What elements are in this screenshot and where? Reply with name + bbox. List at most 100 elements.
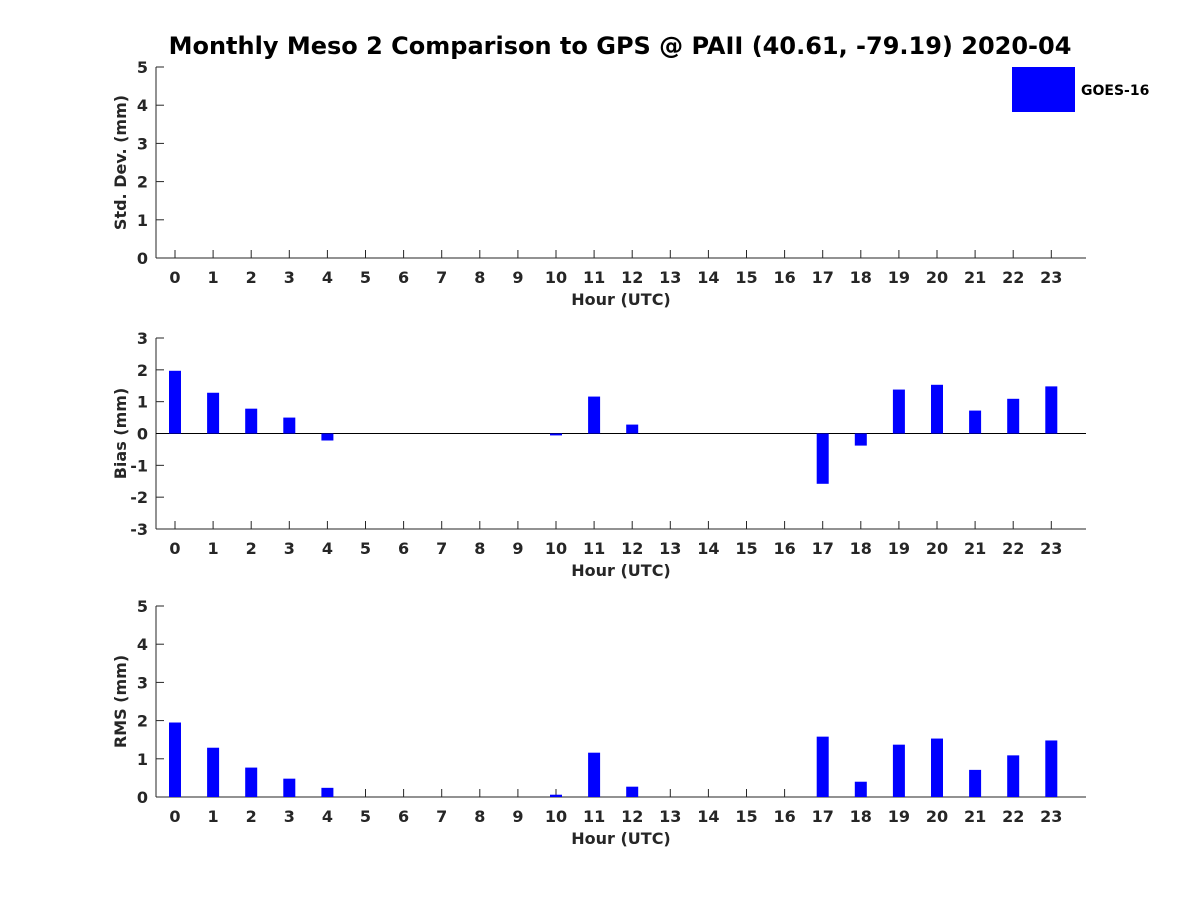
bar-hour-2	[245, 408, 258, 434]
y-tick-label: 1	[137, 211, 148, 230]
x-tick-label: 16	[773, 268, 795, 287]
y-tick-label: 0	[137, 249, 148, 268]
x-tick-label: 17	[812, 807, 834, 826]
bar-hour-22	[1007, 398, 1020, 434]
bar-hour-10	[550, 794, 562, 797]
x-tick-label: 13	[659, 539, 681, 558]
x-tick-label: 11	[583, 268, 605, 287]
bar-hour-11	[588, 752, 601, 797]
x-tick-label: 22	[1002, 539, 1024, 558]
x-tick-label: 6	[398, 268, 409, 287]
x-tick-label: 6	[398, 807, 409, 826]
x-tick-label: 20	[926, 807, 948, 826]
x-tick-label: 8	[474, 807, 485, 826]
x-tick-label: 15	[735, 807, 757, 826]
x-tick-label: 16	[773, 539, 795, 558]
y-tick-label: 4	[137, 96, 148, 115]
x-tick-label: 2	[246, 268, 257, 287]
y-tick-label: 3	[137, 134, 148, 153]
x-tick-label: 12	[621, 807, 643, 826]
y-tick-label: 5	[137, 597, 148, 616]
y-tick-label: -1	[130, 456, 148, 475]
x-tick-label: 3	[284, 807, 295, 826]
x-tick-label: 9	[512, 539, 523, 558]
y-tick-label: 0	[137, 425, 148, 444]
bar-hour-18	[854, 433, 867, 446]
bar-hour-3	[283, 778, 296, 797]
x-tick-label: 22	[1002, 268, 1024, 287]
x-tick-label: 14	[697, 539, 719, 558]
bar-hour-3	[283, 417, 296, 434]
x-tick-label: 22	[1002, 807, 1024, 826]
bar-hour-2	[245, 767, 258, 797]
x-tick-label: 12	[621, 268, 643, 287]
bar-hour-4	[321, 433, 334, 441]
x-tick-label: 7	[436, 807, 447, 826]
x-tick-label: 21	[964, 268, 986, 287]
bar-hour-18	[854, 781, 867, 797]
y-tick-label: 3	[137, 673, 148, 692]
x-tick-label: 10	[545, 539, 567, 558]
bar-hour-1	[207, 747, 220, 797]
y-tick-label: 3	[137, 329, 148, 348]
y-axis-label: Std. Dev. (mm)	[111, 95, 130, 230]
x-tick-label: 20	[926, 268, 948, 287]
x-tick-label: 21	[964, 539, 986, 558]
x-tick-label: 1	[208, 807, 219, 826]
bar-hour-12	[626, 786, 639, 797]
x-tick-label: 23	[1040, 268, 1062, 287]
legend: GOES-16	[1012, 67, 1149, 112]
bar-hour-17	[816, 433, 829, 484]
y-tick-label: 2	[137, 173, 148, 192]
x-tick-label: 9	[512, 807, 523, 826]
bar-hour-10	[550, 433, 562, 436]
x-tick-label: 7	[436, 539, 447, 558]
x-tick-label: 10	[545, 268, 567, 287]
y-tick-label: -3	[130, 520, 148, 539]
bar-hour-22	[1007, 755, 1020, 797]
x-tick-label: 3	[284, 268, 295, 287]
bar-hour-20	[931, 738, 943, 797]
bar-hour-23	[1045, 740, 1058, 797]
x-tick-label: 9	[512, 268, 523, 287]
x-tick-label: 0	[169, 539, 180, 558]
x-tick-label: 12	[621, 539, 643, 558]
legend-label: GOES-16	[1081, 83, 1149, 99]
x-tick-label: 5	[360, 268, 371, 287]
x-tick-label: 10	[545, 807, 567, 826]
y-tick-label: -2	[130, 488, 148, 507]
y-axis-label: Bias (mm)	[111, 388, 130, 480]
x-tick-label: 3	[284, 539, 295, 558]
bar-hour-0	[169, 722, 181, 797]
x-axis-label: Hour (UTC)	[571, 561, 671, 580]
x-tick-label: 5	[360, 539, 371, 558]
x-tick-label: 18	[850, 268, 872, 287]
x-tick-label: 11	[583, 807, 605, 826]
y-tick-label: 4	[137, 635, 148, 654]
x-tick-label: 8	[474, 539, 485, 558]
x-tick-label: 19	[888, 268, 910, 287]
x-tick-label: 13	[659, 268, 681, 287]
x-tick-label: 20	[926, 539, 948, 558]
x-tick-label: 13	[659, 807, 681, 826]
y-tick-label: 1	[137, 750, 148, 769]
bar-hour-20	[931, 384, 943, 434]
legend-swatch	[1012, 67, 1075, 112]
x-tick-label: 23	[1040, 807, 1062, 826]
x-tick-label: 7	[436, 268, 447, 287]
x-tick-label: 2	[246, 539, 257, 558]
y-tick-label: 5	[137, 58, 148, 77]
bar-hour-17	[816, 736, 829, 797]
x-tick-label: 1	[208, 268, 219, 287]
x-tick-label: 19	[888, 807, 910, 826]
x-axis-label: Hour (UTC)	[571, 829, 671, 848]
x-tick-label: 16	[773, 807, 795, 826]
x-tick-label: 1	[208, 539, 219, 558]
bar-hour-11	[588, 396, 601, 434]
x-tick-label: 15	[735, 268, 757, 287]
bar-hour-21	[969, 410, 982, 434]
